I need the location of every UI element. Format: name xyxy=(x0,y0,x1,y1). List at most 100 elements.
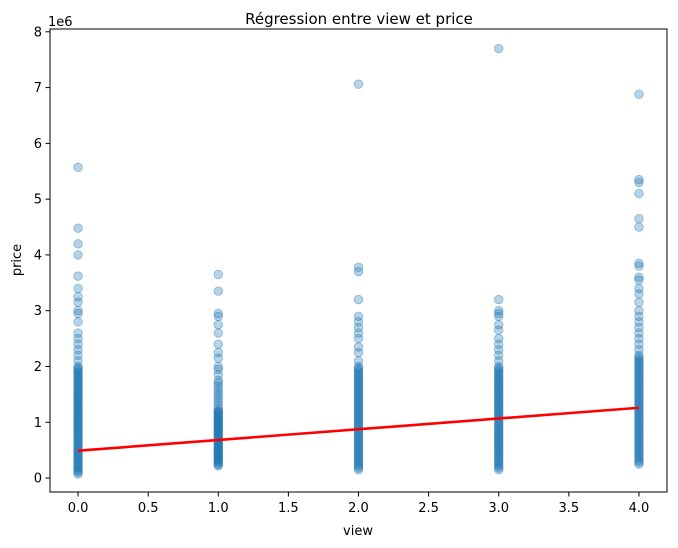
scatter-point xyxy=(634,433,644,443)
scatter-point xyxy=(634,448,644,458)
scatter-point xyxy=(634,358,644,368)
scatter-point xyxy=(73,364,83,375)
points-layer xyxy=(73,43,644,479)
scatter-point xyxy=(353,317,364,327)
scatter-point xyxy=(213,387,223,398)
x-tick-label: 3.5 xyxy=(558,501,579,516)
scatter-point xyxy=(353,452,364,463)
scatter-point xyxy=(634,89,644,99)
scatter-point xyxy=(353,438,364,449)
scatter-point xyxy=(634,452,644,462)
scatter-point xyxy=(73,350,83,361)
x-tick-label: 2.5 xyxy=(418,501,439,516)
scatter-point xyxy=(213,456,223,466)
scatter-point xyxy=(213,421,223,431)
scatter-point xyxy=(73,427,83,437)
scatter-point xyxy=(634,369,644,379)
y-tick-label: 4 xyxy=(34,248,42,263)
scatter-point xyxy=(353,456,364,466)
y-axis-label: price xyxy=(10,244,25,276)
scatter-point xyxy=(213,417,223,427)
scatter-point xyxy=(494,438,504,449)
scatter-point xyxy=(73,466,83,476)
scatter-point xyxy=(494,452,504,463)
scatter-point xyxy=(73,375,83,386)
scatter-point xyxy=(353,445,364,456)
scatter-point xyxy=(73,411,83,421)
scatter-point xyxy=(213,412,223,423)
scatter-point xyxy=(634,283,644,294)
scatter-point xyxy=(213,454,223,465)
scatter-point xyxy=(634,289,644,299)
scatter-point xyxy=(73,439,83,450)
scatter-point xyxy=(73,345,83,355)
scatter-point xyxy=(213,378,223,388)
scatter-point xyxy=(213,447,223,457)
scatter-point xyxy=(634,328,644,338)
scatter-point xyxy=(73,162,83,173)
scatter-point xyxy=(213,403,223,413)
scatter-point xyxy=(634,174,644,185)
scatter-point xyxy=(634,258,644,268)
scatter-point xyxy=(494,442,504,452)
scatter-point xyxy=(73,317,83,327)
scatter-point xyxy=(213,459,223,470)
scatter-point xyxy=(73,377,83,387)
scatter-point xyxy=(213,308,223,319)
x-tick-label: 1.0 xyxy=(208,501,229,516)
x-tick-label: 3.0 xyxy=(488,501,509,516)
scatter-point xyxy=(73,405,83,415)
scatter-point xyxy=(494,400,504,410)
scatter-point xyxy=(634,311,644,321)
scatter-point xyxy=(213,449,223,460)
scatter-point xyxy=(634,354,644,364)
scatter-point xyxy=(494,403,504,414)
scatter-point xyxy=(634,374,644,384)
scatter-point xyxy=(494,306,504,316)
scatter-point xyxy=(73,250,83,260)
scatter-point xyxy=(634,446,644,456)
scatter-point xyxy=(353,433,364,443)
scatter-point xyxy=(634,409,644,420)
scatter-point xyxy=(73,430,83,440)
scatter-point xyxy=(634,450,644,460)
scatter-point xyxy=(73,462,83,473)
scatter-point xyxy=(494,43,504,54)
x-tick-label: 0.5 xyxy=(138,501,159,516)
scatter-point xyxy=(634,380,644,390)
scatter-point xyxy=(634,394,644,405)
scatter-point xyxy=(634,361,644,372)
scatter-point xyxy=(73,394,83,404)
y-tick-label: 3 xyxy=(34,304,42,319)
scatter-point xyxy=(634,177,644,188)
scatter-point xyxy=(494,433,504,443)
regression-line xyxy=(77,406,640,453)
scatter-point xyxy=(73,417,83,428)
scatter-point xyxy=(353,363,364,373)
scatter-point xyxy=(634,393,644,403)
scatter-point xyxy=(73,374,83,384)
scatter-point xyxy=(494,459,504,470)
scatter-point xyxy=(494,356,504,366)
scatter-point xyxy=(73,385,83,395)
scatter-point xyxy=(634,420,644,431)
scatter-point xyxy=(73,420,83,431)
scatter-point xyxy=(494,437,504,447)
scatter-point xyxy=(213,406,223,416)
scatter-point xyxy=(634,457,644,467)
scatter-point xyxy=(353,365,364,375)
scatter-point xyxy=(494,391,504,401)
scatter-point xyxy=(213,381,223,392)
scatter-point xyxy=(73,455,83,465)
scatter-point xyxy=(494,463,504,473)
chart-title: Régression entre view et price xyxy=(245,10,473,28)
scatter-point xyxy=(213,453,223,464)
scatter-point xyxy=(73,363,83,373)
scatter-point xyxy=(494,350,504,361)
scatter-point xyxy=(634,385,644,396)
scatter-point xyxy=(353,381,364,391)
scatter-point xyxy=(353,443,364,454)
y-tick-label: 5 xyxy=(34,193,42,208)
scatter-point xyxy=(634,376,644,386)
scatter-point xyxy=(353,367,364,377)
